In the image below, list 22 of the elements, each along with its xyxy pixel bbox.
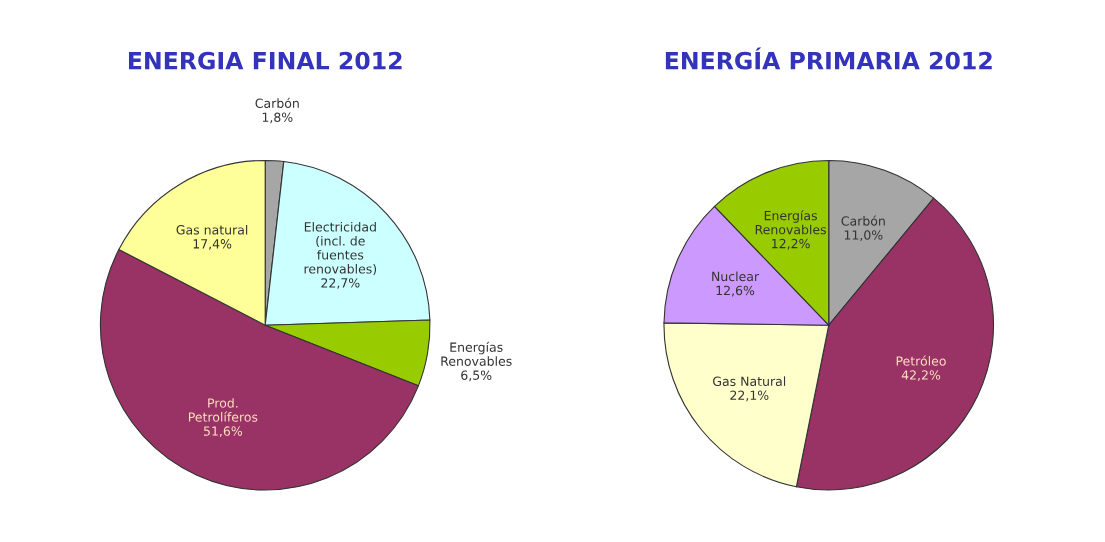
chart-title: ENERGIA FINAL 2012 [128,51,402,70]
chart-title: ENERGÍA PRIMARIA 2012 [665,47,992,70]
data-label: 12,6% [716,285,755,297]
data-label: 17,4% [193,239,232,250]
slice-label: Carbón [255,97,299,108]
slice-label: Carbón [841,215,885,226]
slice-label: Gas Natural [713,376,786,387]
slice-label: Gas natural [176,224,248,235]
data-label: 11,0% [844,230,883,241]
slice-label: Energías Renovables [441,341,512,366]
data-label: 22,7% [321,278,360,289]
data-label: 42,2% [901,370,941,381]
slice-label: Prod. Petrolíferos [188,398,258,422]
data-label: 1,8% [262,112,293,124]
slice-label: Energías Renovables [755,210,826,235]
data-label: 12,2% [772,238,810,250]
data-label: 51,6% [203,426,243,438]
slice-label: Nuclear [712,271,760,282]
data-label: 22,1% [730,390,769,402]
slice-label: Petróleo [896,355,946,366]
slice-label: Electricidad (incl. de fuentes renovables) [304,221,377,276]
data-label: 6,5% [461,370,492,382]
